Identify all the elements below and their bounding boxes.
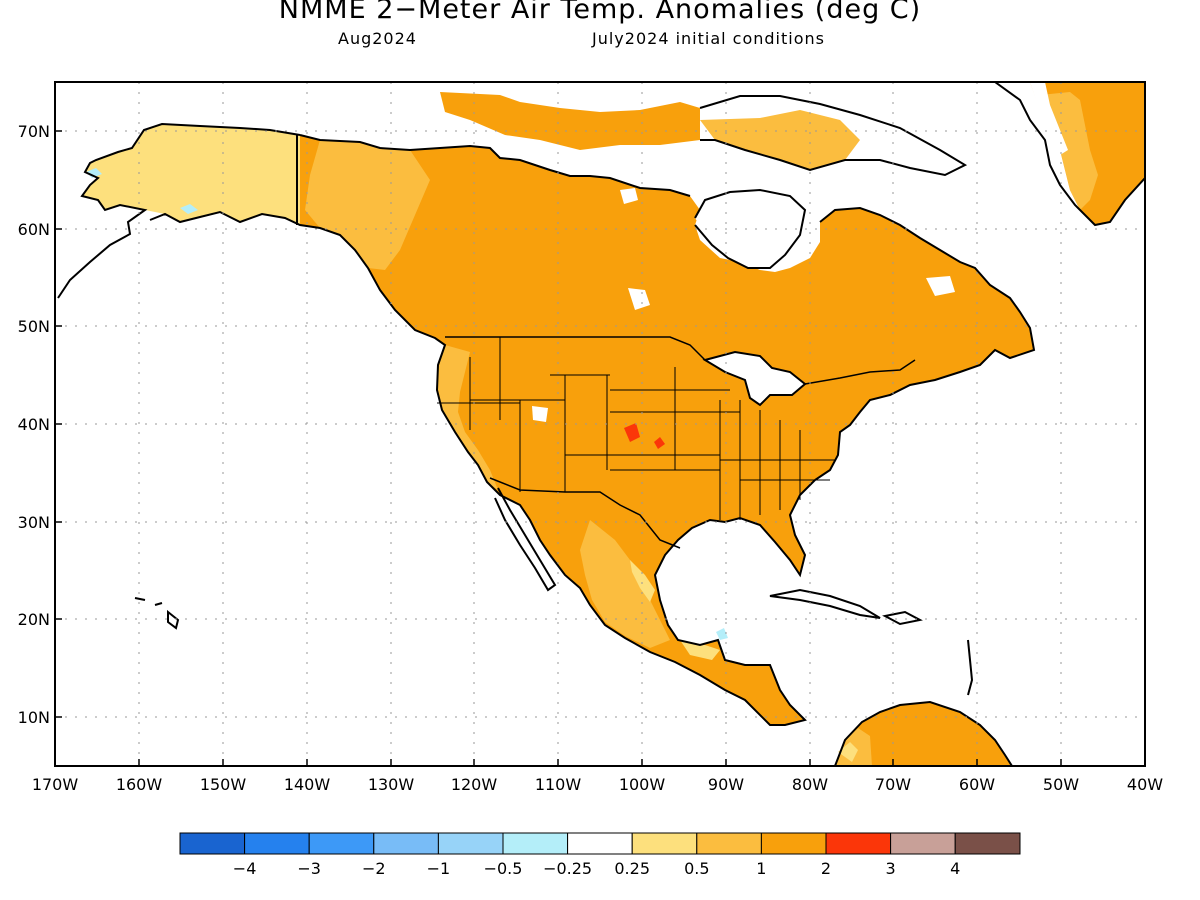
colorbar-label: 1: [756, 859, 766, 878]
bc-coast-weak: [305, 140, 430, 270]
east-coast: [149, 206, 1036, 726]
lon-label-120w: 120W: [451, 775, 498, 794]
cold-spot-alaska-west: [86, 168, 102, 178]
lon-label-90w: 90W: [708, 775, 744, 794]
colorbar-swatch: [954, 832, 1021, 855]
map-title: NMME 2−Meter Air Temp. Anomalies (deg C): [278, 0, 922, 25]
colorbar-label: −4: [233, 859, 257, 878]
greenland-coast: [994, 82, 1145, 227]
forecast-month: Aug2024: [338, 29, 417, 48]
lon-label-60w: 60W: [959, 775, 995, 794]
us-mexico-border: [489, 477, 681, 549]
colorbar-label: 2: [821, 859, 831, 878]
hot-spot-kansas-east: [654, 437, 665, 449]
lat-labels: 70N 60N 50N 40N 30N 20N 10N: [18, 122, 50, 727]
colorbar-label: 3: [886, 859, 896, 878]
lat-label-60n: 60N: [18, 220, 50, 239]
lon-label-50w: 50W: [1043, 775, 1079, 794]
lat-label-40n: 40N: [18, 415, 50, 434]
mexico-lightest-strip: [630, 560, 655, 602]
anomaly-shading: [82, 82, 1145, 766]
colorbar: −4 −3 −2 −1 −0.5 −0.25 0.25 0.5 1 2 3 4: [179, 832, 1021, 878]
neutral-patch-labrador: [926, 276, 955, 296]
colorbar-swatch: [631, 832, 698, 855]
mexico-weak-region: [580, 520, 670, 648]
colorbar-label: −0.5: [484, 859, 523, 878]
initial-conditions: July2024 initial conditions: [592, 29, 825, 48]
lat-label-50n: 50N: [18, 317, 50, 336]
colorbar-swatch: [244, 832, 310, 855]
neutral-patch-nevada: [532, 406, 548, 422]
hudson-bay: [695, 190, 805, 268]
neutral-patch-manitoba: [628, 288, 650, 310]
colorbar-label: 0.25: [614, 859, 650, 878]
cold-spot-alaska-south: [180, 204, 198, 214]
lon-label-130w: 130W: [368, 775, 415, 794]
baja-california: [494, 487, 557, 592]
colorbar-swatch: [437, 832, 504, 855]
lat-label-30n: 30N: [18, 513, 50, 532]
lon-label-70w: 70W: [875, 775, 911, 794]
colorbar-swatch: [825, 832, 892, 855]
colorbar-label: −3: [297, 859, 321, 878]
colorbar-label: 4: [950, 859, 960, 878]
alaska-region: [82, 124, 300, 225]
lat-label-20n: 20N: [18, 610, 50, 629]
colorbar-label: −0.25: [543, 859, 592, 878]
south-america-coast: [834, 700, 1013, 766]
map-tick-marks: [55, 130, 1062, 766]
greenland-neutral-edge: [1030, 82, 1068, 155]
lon-label-170w: 170W: [32, 775, 79, 794]
lon-label-160w: 160W: [116, 775, 163, 794]
coastlines-borders: [57, 82, 1145, 766]
baffin-weak: [700, 110, 860, 170]
colorbar-swatch: [567, 832, 633, 855]
colorbar-swatch: [373, 832, 439, 855]
great-lakes-coast: [702, 350, 807, 407]
alaska-south-coast: [128, 210, 200, 240]
colorbar-swatch: [890, 832, 956, 855]
baffin-coast: [699, 95, 968, 177]
lon-label-80w: 80W: [792, 775, 828, 794]
us-state-borders: [437, 337, 835, 520]
alaska-coastline: [57, 122, 301, 299]
central-america-weak: [680, 640, 720, 660]
north-america-mainland: [300, 135, 1034, 725]
lon-label-140w: 140W: [284, 775, 331, 794]
hudson-bay-coast: [694, 188, 807, 269]
us-canada-border: [445, 336, 916, 385]
south-america-lightest: [838, 742, 858, 762]
lat-label-10n: 10N: [18, 708, 50, 727]
lesser-antilles: [967, 639, 974, 696]
lon-labels: 170W 160W 150W 140W 130W 120W 110W 100W …: [32, 775, 1163, 794]
colorbar-label: −1: [427, 859, 451, 878]
lon-label-110w: 110W: [535, 775, 582, 794]
hot-spot-kansas-west: [624, 423, 640, 442]
hawaii-islands: [134, 597, 180, 630]
neutral-patch-nunavut: [620, 188, 638, 204]
colorbar-swatch: [502, 832, 569, 855]
cold-spot-yucatan: [716, 628, 728, 640]
colorbar-swatch: [696, 832, 762, 855]
lon-label-150w: 150W: [200, 775, 247, 794]
hispaniola-coast: [882, 610, 923, 626]
arctic-coast: [299, 134, 691, 197]
lat-label-70n: 70N: [18, 122, 50, 141]
colorbar-swatch: [760, 832, 827, 855]
map-gridlines: [55, 82, 1145, 766]
great-lakes: [705, 352, 805, 405]
colorbar-swatch: [308, 832, 375, 855]
arctic-islands: [440, 92, 700, 150]
map-area: [55, 82, 1145, 766]
lon-label-40w: 40W: [1127, 775, 1163, 794]
colorbar-label: 0.5: [684, 859, 709, 878]
colorbar-swatch: [179, 832, 246, 855]
lon-label-100w: 100W: [619, 775, 666, 794]
west-coast-weak-strip: [437, 345, 498, 490]
colorbar-label: −2: [362, 859, 386, 878]
